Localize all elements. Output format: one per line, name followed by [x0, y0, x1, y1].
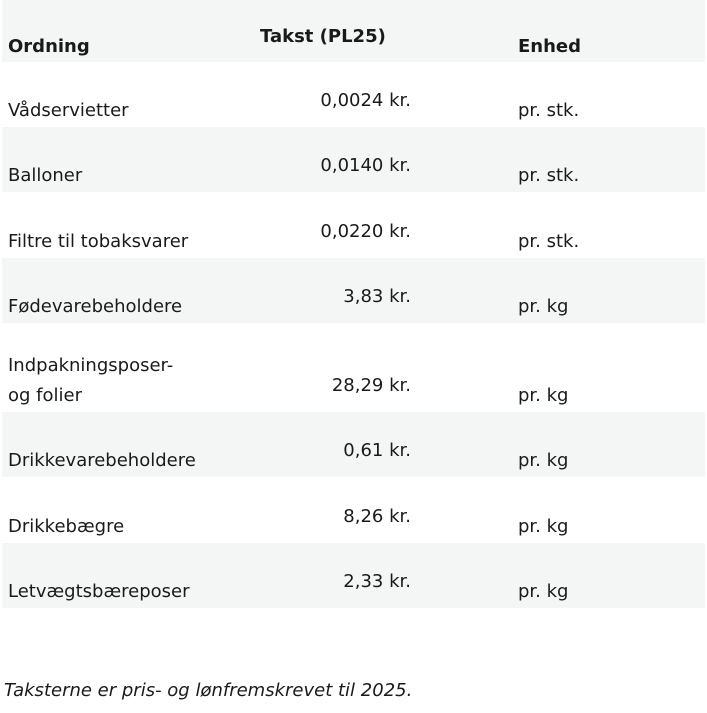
cell-takst: 3,83 kr. [343, 286, 411, 307]
table-row: Drikkebægre 8,26 kr. pr. kg [2, 477, 705, 543]
table-row: Balloner 0,0140 kr. pr. stk. [2, 127, 705, 192]
table-row: Vådservietter 0,0024 kr. pr. stk. [2, 62, 705, 127]
cell-takst: 0,61 kr. [343, 440, 411, 461]
cell-takst: 0,0220 kr. [320, 221, 411, 242]
table-row: Fødevarebeholdere 3,83 kr. pr. kg [2, 258, 705, 323]
cell-ordning: Letvægtsbæreposer [8, 581, 190, 602]
header-cell: Ordning [8, 36, 90, 57]
cell-enhed: pr. kg [518, 450, 569, 471]
cell-ordning: Drikkebægre [8, 516, 125, 537]
header-row: Ordning Takst (PL25) Enhed [2, 0, 705, 62]
cell-takst: 2,33 kr. [343, 571, 411, 592]
cell-ordning: Vådservietter [8, 100, 129, 121]
cell-enhed: pr. kg [518, 581, 569, 602]
cell-ordning: Drikkevarebeholdere [8, 450, 196, 471]
cell-enhed: pr. stk. [518, 100, 580, 121]
cell-ordning: Filtre til tobaksvarer [8, 231, 189, 252]
cell-enhed: pr. kg [518, 296, 569, 317]
table-row: Indpakningsposer- og folier 28,29 kr. pr. … [2, 323, 705, 412]
cell-takst: 0,0140 kr. [320, 155, 411, 176]
cell-enhed: pr. stk. [518, 165, 580, 186]
table-row: Drikkevarebeholdere 0,61 kr. pr. kg [2, 412, 705, 477]
table-row: Letvægtsbæreposer 2,33 kr. pr. kg [2, 543, 705, 608]
cell-enhed: pr. stk. [518, 231, 580, 252]
footnote: Taksterne er pris- og lønfremskrevet til… [4, 680, 413, 701]
cell-enhed: pr. kg [518, 516, 569, 537]
cell-ordning: Indpakningsposer- og folier [8, 355, 174, 406]
cell-takst: 0,0024 kr. [320, 90, 411, 111]
table-row: Filtre til tobaksvarer 0,0220 kr. pr. stk. [2, 192, 705, 258]
cell-enhed: pr. kg [518, 385, 569, 406]
header-cell: Takst (PL25) [260, 26, 386, 47]
header-cell: Enhed [518, 36, 582, 57]
cell-takst: 28,29 kr. [331, 375, 411, 396]
cell-ordning: Balloner [8, 165, 83, 186]
cell-ordning: Fødevarebeholdere [8, 296, 183, 317]
cell-takst: 8,26 kr. [343, 506, 411, 527]
